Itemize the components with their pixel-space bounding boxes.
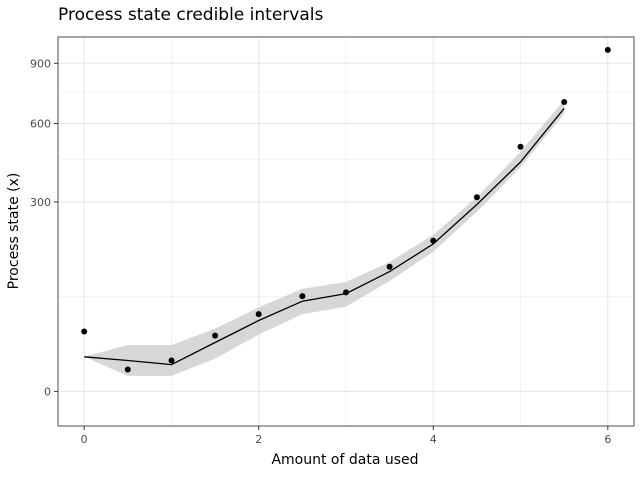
x-tick-label: 2 [255,433,262,446]
credible-interval-ribbon [84,100,565,376]
x-axis: 0 2 4 6 [81,426,611,446]
grid-lines [58,37,634,426]
y-tick-label: 0 [44,385,51,398]
data-point [212,332,219,339]
data-point [430,237,437,244]
y-tick-label: 300 [30,196,51,209]
data-points [81,46,611,373]
data-point [299,293,306,300]
x-axis-title: Amount of data used [271,452,418,468]
data-point [386,263,393,270]
data-point [561,99,568,105]
y-tick-label: 900 [30,57,51,70]
plot-panel [57,36,635,427]
data-point [343,289,349,296]
y-axis: 0 300 600 900 [30,57,58,398]
x-tick-label: 4 [430,433,437,446]
data-point [255,311,262,318]
chart-title: Process state credible intervals [58,5,323,25]
data-point [473,194,480,201]
mean-line [84,107,565,366]
data-point [517,143,524,150]
panel-border [57,36,635,427]
y-axis-title: Process state (x) [6,173,22,290]
data-point [168,357,175,364]
data-point [124,366,131,373]
x-tick-label: 0 [81,433,88,446]
data-point [81,328,88,335]
data-point [604,46,611,53]
y-tick-label: 600 [30,118,51,131]
x-tick-label: 6 [604,433,611,446]
